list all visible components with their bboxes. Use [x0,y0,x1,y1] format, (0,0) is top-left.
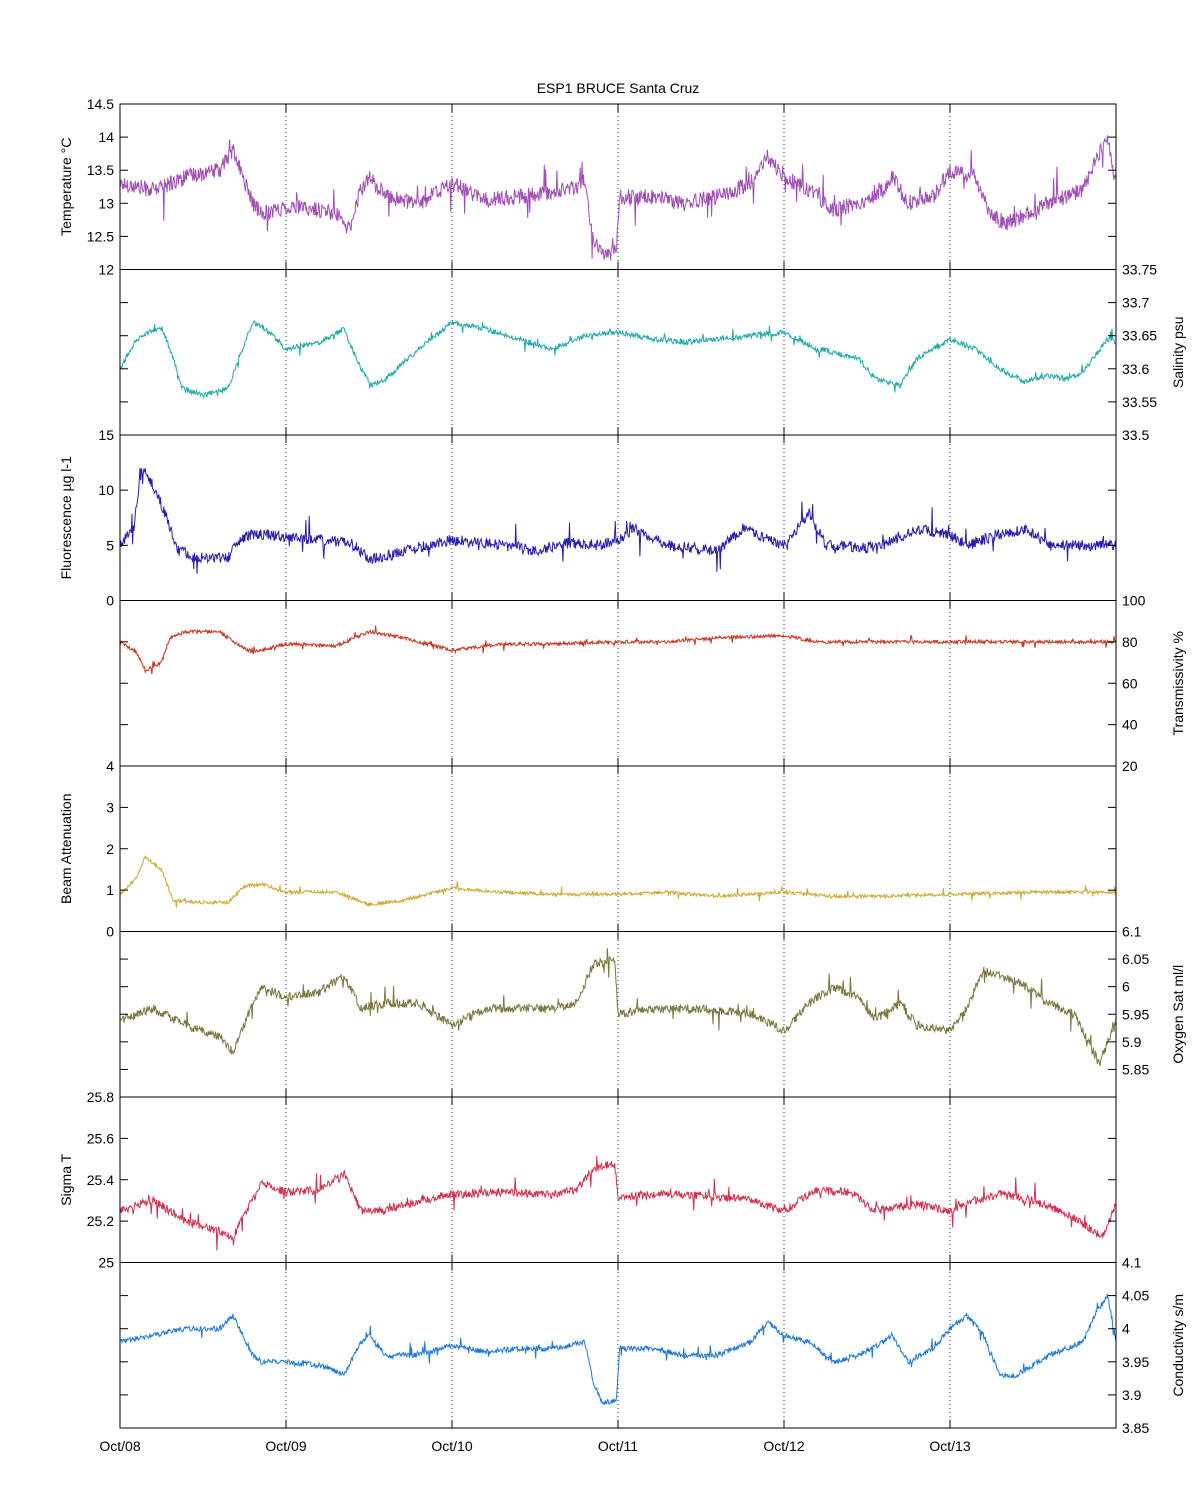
y-axis-label-beam_attenuation: Beam Attenuation [58,793,74,904]
chart-title: ESP1 BRUCE Santa Cruz [537,80,700,96]
series-line-conductivity [119,1293,1117,1406]
y-tick-label: 25.4 [87,1172,114,1188]
y-tick-label: 3.9 [1122,1387,1142,1403]
y-axis-label-sigma_t: Sigma T [58,1153,74,1205]
y-tick-label: 5 [106,537,114,553]
y-axis-label-salinity: Salinity psu [1170,316,1186,388]
y-tick-label: 4.1 [1122,1255,1142,1271]
y-tick-label: 25.8 [87,1089,114,1105]
y-tick-label: 13 [98,195,114,211]
y-tick-label: 3 [106,799,114,815]
x-tick-label: Oct/11 [598,1438,638,1454]
y-tick-label: 6 [1122,979,1130,995]
y-axis-label-fluorescence: Fluorescence µg l-1 [58,456,74,579]
panel-fluorescence: 0 5 10 15 Fluorescence µg l-1 [58,427,1117,609]
x-tick-label: Oct/09 [265,1438,306,1454]
y-tick-label: 33.7 [1122,295,1149,311]
y-axis-label-oxygen_sat: Oxygen Sat ml/l [1170,965,1186,1064]
y-tick-label: 33.65 [1122,328,1157,344]
y-axis-label-conductivity: Conductivity s/m [1170,1294,1186,1397]
panel-transmissivity: 20 40 60 80 100 Transmissivity % [119,593,1186,774]
series-line-sigma_t [119,1155,1117,1251]
y-axis-label-transmissivity: Transmissivity % [1170,631,1186,736]
y-tick-label: 33.6 [1122,361,1149,377]
x-axis: Oct/08 Oct/09 Oct/10 Oct/11 Oct/12 Oct/13 [99,1438,970,1454]
series-line-temperature [119,135,1117,261]
series-line-salinity [119,320,1117,400]
y-tick-label: 6.05 [1122,951,1149,967]
y-tick-label: 12 [98,262,114,278]
y-tick-label: 25.6 [87,1130,114,1146]
y-tick-label: 1 [106,882,114,898]
series-line-fluorescence [119,467,1117,574]
y-tick-label: 20 [1122,758,1138,774]
y-tick-label: 14.5 [87,96,114,112]
y-tick-label: 33.55 [1122,394,1157,410]
panel-oxygen_sat: 5.85 5.9 5.95 6 6.05 6.1 Oxygen Sat ml/l [119,924,1186,1098]
y-tick-label: 14 [98,129,114,145]
axes-frame [119,434,1117,601]
y-tick-label: 15 [98,427,114,443]
y-tick-label: 3.85 [1122,1420,1149,1436]
x-tick-label: Oct/12 [763,1438,804,1454]
x-tick-label: Oct/08 [99,1438,140,1454]
series-line-beam_attenuation [119,855,1117,908]
panel-beam_attenuation: 0 1 2 3 4 Beam Attenuation [58,758,1117,940]
y-tick-label: 25.2 [87,1213,114,1229]
y-tick-label: 3.95 [1122,1354,1149,1370]
y-tick-label: 5.85 [1122,1061,1149,1077]
y-tick-label: 10 [98,482,114,498]
y-tick-label: 33.5 [1122,427,1149,443]
y-tick-label: 60 [1122,675,1138,691]
x-tick-label: Oct/10 [431,1438,472,1454]
y-tick-label: 0 [106,924,114,940]
axes-frame [119,600,1117,767]
panel-sigma_t: 25 25.2 25.4 25.6 25.8 Sigma T [58,1089,1117,1271]
y-tick-label: 4 [106,758,114,774]
panel-conductivity: 3.85 3.9 3.95 4 4.05 4.1 Conductivity s/m [119,1255,1186,1436]
y-tick-label: 100 [1122,593,1146,609]
y-tick-label: 33.75 [1122,262,1157,278]
y-tick-label: 5.95 [1122,1006,1149,1022]
x-tick-label: Oct/13 [929,1438,970,1454]
panel-salinity: 33.5 33.55 33.6 33.65 33.7 33.75 Salinity psu [119,262,1186,443]
y-tick-label: 13.5 [87,162,114,178]
axes-frame [119,1262,1117,1429]
y-tick-label: 80 [1122,634,1138,650]
y-tick-label: 0 [106,593,114,609]
panel-temperature: 12 12.5 13 13.5 14 14.5 Temperature °C [58,96,1117,278]
y-tick-label: 5.9 [1122,1034,1142,1050]
series-line-oxygen_sat [119,948,1117,1067]
y-axis-label-temperature: Temperature °C [58,138,74,236]
y-tick-label: 6.1 [1122,924,1142,940]
series-line-transmissivity [119,625,1117,675]
y-tick-label: 2 [106,841,114,857]
y-tick-label: 4.05 [1122,1288,1149,1304]
y-tick-label: 12.5 [87,228,114,244]
y-tick-label: 25 [98,1255,114,1271]
axes-frame [119,1096,1117,1263]
y-tick-label: 4 [1122,1321,1130,1337]
y-tick-label: 40 [1122,717,1138,733]
